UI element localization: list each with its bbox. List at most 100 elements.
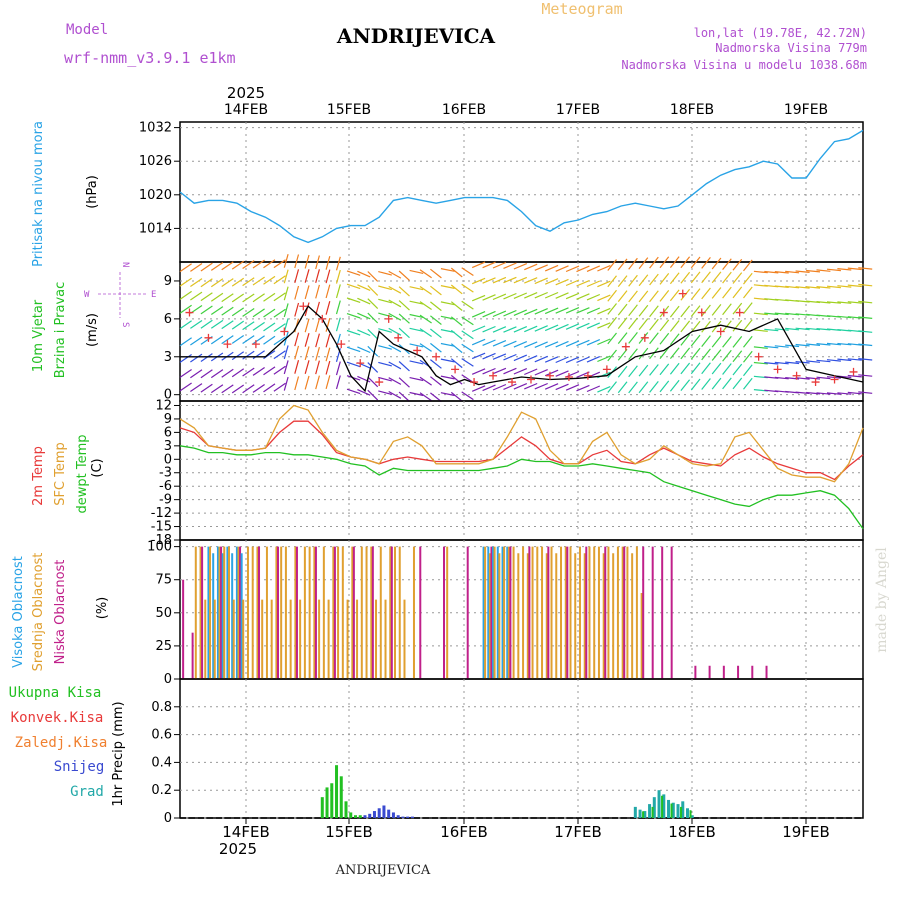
wind-barb	[315, 318, 320, 333]
precip-late-green-bar	[642, 811, 645, 818]
wind-gust-mark	[792, 371, 801, 380]
wind-barb	[847, 267, 862, 271]
wind-barb	[659, 347, 670, 359]
pressure-ytick-label: 1026	[139, 154, 172, 169]
wind-barb	[430, 376, 442, 386]
wind-barb	[669, 347, 680, 359]
wind-barb	[858, 391, 873, 394]
wind-barb	[179, 354, 192, 363]
wind-gust-mark	[716, 327, 725, 336]
wind-barb	[690, 362, 701, 375]
wind-barb	[252, 384, 265, 393]
wind-barb	[732, 350, 743, 363]
wind-barb	[221, 335, 234, 345]
wind-barb	[419, 269, 432, 279]
wind-barb	[555, 265, 569, 272]
wind-barb	[711, 362, 722, 375]
wind-barb	[555, 278, 569, 286]
wind-barb	[398, 300, 410, 311]
wind-barb	[346, 270, 361, 276]
wind-barb	[638, 290, 649, 303]
wind-barb	[701, 271, 711, 284]
wind-barb	[534, 308, 548, 315]
wind-barb	[555, 307, 569, 314]
wind-barb	[722, 271, 732, 284]
wind-barb	[785, 327, 800, 331]
wind-barb	[210, 278, 224, 288]
wind-barb	[283, 303, 289, 318]
wind-barb	[732, 272, 743, 284]
wind-barb	[231, 307, 245, 317]
wind-barb	[294, 376, 300, 391]
wind-barb	[440, 301, 455, 306]
wind-panel: 0 3 6 9	[164, 254, 873, 403]
wind-barb	[826, 301, 841, 304]
wind-barb	[732, 377, 743, 390]
wind-barb	[524, 263, 538, 271]
wind-barb	[680, 379, 691, 391]
wind-barb	[669, 289, 680, 302]
wind-barb	[315, 284, 320, 299]
wind-gust-mark	[318, 314, 327, 323]
wind-barb	[378, 376, 392, 382]
precip-snow-bar	[382, 805, 386, 818]
precip-rain-bar	[330, 783, 334, 818]
wind-barb	[367, 271, 379, 282]
wind-barb	[242, 260, 255, 269]
wind-gust-mark	[659, 308, 668, 317]
wind-barb	[294, 254, 300, 269]
wind-barb	[503, 383, 517, 390]
precip-late-bar	[690, 815, 694, 818]
wind-barb	[576, 384, 590, 392]
wind-barb	[628, 348, 638, 360]
year-label-top: 2025	[227, 84, 265, 102]
wind-barb	[858, 358, 873, 361]
wind-barb	[221, 261, 234, 271]
cloud-ylabel-line1: Visoka Oblacnost	[11, 556, 26, 668]
precip-late-bar	[676, 804, 680, 818]
wind-barb	[378, 361, 392, 367]
wind-barb	[388, 285, 402, 294]
wind-barb	[586, 339, 601, 346]
wind-barb	[200, 353, 213, 362]
wind-barb	[242, 293, 255, 303]
wind-gust-mark	[697, 308, 706, 317]
wind-barb	[304, 269, 310, 283]
wind-barb	[628, 304, 638, 317]
temp-ytick-label: 0	[164, 452, 172, 467]
wind-barb	[649, 273, 659, 286]
precip-ytick-label: 0	[164, 811, 172, 826]
wind-barb	[847, 316, 862, 319]
wind-gust-mark	[432, 352, 441, 361]
wind-barb	[450, 301, 463, 311]
temp-ytick-label: -6	[159, 479, 172, 494]
wind-barb	[565, 279, 580, 287]
wind-barb	[273, 292, 286, 302]
wind-barb	[190, 353, 203, 363]
wind-barb	[544, 341, 559, 348]
wind-barb	[555, 340, 569, 348]
wind-barb	[482, 384, 496, 392]
wind-barb	[690, 347, 701, 360]
wind-barb	[210, 384, 224, 394]
wind-barb	[586, 356, 601, 363]
precip-rain-bar	[349, 812, 353, 818]
wind-barb	[774, 285, 789, 288]
wind-barb	[597, 265, 611, 272]
wind-barb	[503, 292, 517, 300]
wind-barb	[231, 293, 245, 303]
credit-label: made by Angel	[874, 547, 890, 653]
wind-barb	[388, 344, 402, 353]
wind-barb	[346, 283, 361, 290]
wind-barb	[471, 261, 486, 269]
wind-barb	[617, 290, 628, 302]
wind-barb	[357, 312, 371, 320]
wind-gust-mark	[375, 378, 384, 387]
wind-barb	[325, 333, 331, 348]
wind-barb	[242, 308, 255, 317]
wind-barb	[617, 317, 628, 329]
wind-barb	[409, 313, 424, 318]
cloud-ytick-label: 50	[155, 606, 172, 621]
wind-speed-line	[180, 305, 864, 393]
wind-barb	[534, 369, 548, 376]
